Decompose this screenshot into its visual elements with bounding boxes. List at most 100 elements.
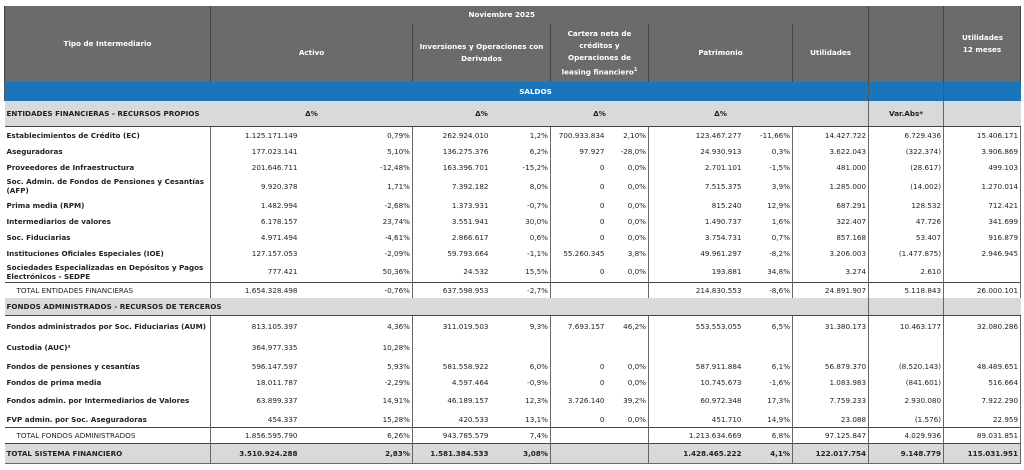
cell-value: 0: [599, 162, 605, 172]
cell-value: 581.558.922: [442, 361, 489, 371]
header-utilidades: Utilidades: [792, 24, 870, 82]
var-abs-label: Var.Abs*: [868, 101, 944, 127]
cell-value: (28.617): [868, 159, 945, 175]
cell-value: 6,2%: [490, 143, 551, 159]
cell-value: 0: [599, 232, 605, 242]
cell-value: 0,0%: [606, 374, 649, 390]
cell-value: 2.701.101: [704, 162, 742, 172]
cell-value: 7.922.290: [943, 390, 1022, 411]
cell-value: 47.726: [868, 213, 945, 229]
cell-value: [551, 337, 607, 358]
cell-value: 5.118.843: [868, 282, 945, 298]
cell-value: 122.017.754: [792, 443, 870, 464]
cell-value: -0,76%: [299, 282, 413, 298]
cell-value: [606, 443, 649, 464]
cell-value: 777.421: [267, 267, 298, 276]
cell-value: 10.463.177: [868, 315, 945, 337]
cell-value: 341.699: [943, 213, 1022, 229]
cell-value: -4,61%: [299, 229, 413, 245]
cell-value: 6,5%: [743, 315, 794, 337]
cell-value: 420.533: [458, 414, 489, 424]
cell-value: 24.532: [463, 267, 489, 276]
cell-value: 3.754.731: [704, 232, 742, 242]
cell-value: 3.726.140: [567, 396, 605, 405]
cell-value: 7,4%: [490, 427, 551, 444]
table-row: Sociedades Especializadas en Depósitos y…: [4, 261, 1022, 283]
table-row: Fondos de pensiones y cesantías 596.147.5…: [4, 358, 1022, 374]
cell-value: 1.125.171.149: [244, 130, 298, 140]
cell-value: 0,79%: [299, 126, 413, 143]
cell-value: 3.510.924.288: [210, 443, 300, 464]
table-row: Fondos de prima media 18.011.787 -2,29% 4.5…: [4, 374, 1022, 390]
cell-value: 6.178.157: [260, 216, 298, 226]
cell-value: 4.971.494: [260, 232, 298, 242]
header-cartera-label: Cartera neta de créditos y Operaciones d…: [561, 28, 634, 77]
table-row: Intermediarios de valores 6.178.157 23,74%…: [4, 213, 1022, 229]
cell-value: -15,2%: [490, 159, 551, 175]
cell-value: 2.866.617: [451, 232, 489, 242]
cell-value: -0,9%: [490, 374, 551, 390]
cell-value: -2,09%: [299, 245, 413, 261]
header-inversiones: Inversiones y Operaciones con Derivados: [412, 24, 551, 82]
cell-value: 30,0%: [490, 213, 551, 229]
cell-value: 8,0%: [490, 175, 551, 197]
cell-value: 0: [599, 200, 605, 210]
cell-value: 3.622.043: [792, 143, 870, 159]
cell-value: 1,71%: [299, 175, 413, 197]
cell-value: 857.168: [792, 229, 870, 245]
cell-value: 637.598.953: [412, 282, 491, 298]
cell-value: 32.080.286: [943, 315, 1022, 337]
cell-value: 15,28%: [299, 411, 413, 428]
cell-value: 9.148.779: [868, 443, 945, 464]
cell-value: 10.745.673: [700, 377, 742, 387]
cell-value: 201.646.711: [251, 162, 298, 172]
cell-value: 177.023.141: [251, 146, 298, 156]
cell-value: 5,93%: [299, 358, 413, 374]
cell-value: 128.532: [868, 197, 945, 213]
cell-value: 0: [599, 414, 605, 424]
cell-value: 311.019.503: [442, 322, 489, 331]
cell-value: 56.879.370: [792, 358, 870, 374]
table-row: Aseguradoras 177.023.141 5,10% 136.275.376 6…: [4, 143, 1022, 159]
financial-system-table: Tipo de Intermediario Noviembre 2025 Uti…: [3, 6, 1022, 464]
cell-value: 451.710: [711, 414, 742, 424]
cell-value: 127.157.053: [251, 248, 298, 258]
row-label: Aseguradoras: [4, 143, 211, 159]
cell-value: 1.581.384.533: [412, 443, 491, 464]
table-row: Fondos admin. por Intermediarios de Valo…: [4, 390, 1022, 411]
cell-value: 0: [599, 361, 605, 371]
cell-value: 2,10%: [606, 126, 649, 143]
table-row: Soc. Fiduciarias 4.971.494 -4,61% 2.866.617…: [4, 229, 1022, 245]
cell-value: 700.933.834: [558, 130, 605, 140]
cell-value: 596.147.597: [251, 361, 298, 371]
cell-value: 18.011.787: [256, 377, 298, 387]
cell-value: 4,1%: [743, 443, 794, 464]
table-row: FVP admin. por Soc. Aseguradoras 454.337 1…: [4, 411, 1022, 428]
cell-value: [743, 337, 794, 358]
cell-value: 7.392.182: [451, 181, 489, 191]
cell-value: 31.380.173: [792, 315, 870, 337]
saldos-banner: SALDOS: [3, 82, 869, 101]
footnote-marker: 1: [633, 66, 638, 73]
section-fondos-header: FONDOS ADMINISTRADOS - RECURSOS DE TERCE…: [4, 298, 1021, 316]
cell-value: 813.105.397: [251, 322, 298, 331]
cell-value: [943, 337, 1022, 358]
cell-value: -28,0%: [606, 143, 649, 159]
row-label: Establecimientos de Crédito (EC): [4, 126, 211, 143]
cell-value: -12,48%: [299, 159, 413, 175]
cell-value: -2,68%: [299, 197, 413, 213]
cell-value: 53.407: [868, 229, 945, 245]
table-row: Establecimientos de Crédito (EC) 1.125.17…: [4, 126, 1022, 143]
cell-value: 46,2%: [606, 315, 649, 337]
cell-value: (841.601): [868, 374, 945, 390]
table-row: Prima media (RPM) 1.482.994 -2,68% 1.373.93…: [4, 197, 1022, 213]
header-patrimonio: Patrimonio: [647, 24, 794, 82]
cell-value: 17,3%: [743, 390, 794, 411]
row-label: Soc. Fiduciarias: [4, 229, 211, 245]
cell-value: 943.785.579: [412, 427, 491, 444]
cell-value: 7.693.157: [567, 322, 605, 331]
cell-value: 1.270.014: [943, 175, 1022, 197]
cell-value: 0,0%: [606, 175, 649, 197]
cell-value: [550, 282, 607, 298]
row-label: Fondos de prima media: [4, 374, 211, 390]
